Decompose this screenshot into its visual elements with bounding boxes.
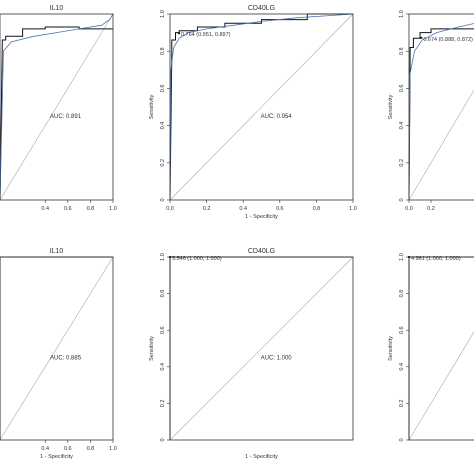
y-tick-label: 0.4	[160, 122, 166, 130]
auc-label: AUC: 0.885	[50, 355, 82, 361]
x-tick-label: 0.8	[87, 206, 95, 212]
reference-diagonal	[169, 13, 354, 201]
smoothed-roc-curve	[169, 13, 354, 201]
y-tick-label: 0.6	[399, 326, 405, 334]
threshold-annotation: 0.674 (0.888, 0.872)	[423, 37, 473, 43]
roc-panel: CD40LG 0.0 0.2 0.4 0.6 0.8 1.0 0 0.2 0.4 0.6 0.8 1.0…	[149, 5, 357, 220]
x-tick-label: 1.0	[109, 446, 117, 452]
y-axis-label: Sensitivity	[388, 94, 394, 119]
x-tick-label: 0.8	[313, 206, 321, 212]
y-axis-label: Sensitivity	[149, 336, 155, 361]
y-tick-label: 0	[160, 438, 166, 441]
y-tick-label: 0.4	[399, 363, 405, 371]
plot-frame	[0, 256, 114, 441]
x-axis-label: 1 - Specificity	[245, 214, 278, 220]
x-tick-label: 0.4	[41, 446, 49, 452]
x-tick-label: 0.4	[41, 206, 49, 212]
x-axis-label: 1 - Specificity	[245, 454, 278, 460]
x-tick-label: 0.8	[87, 446, 95, 452]
y-tick-label: 1.0	[160, 253, 166, 261]
x-tick-label: 0.0	[166, 206, 174, 212]
y-tick-label: 0.6	[399, 85, 405, 93]
reference-diagonal	[408, 89, 474, 201]
reference-diagonal	[408, 331, 474, 441]
y-tick-label: 0.4	[160, 363, 166, 371]
threshold-point	[407, 255, 411, 259]
roc-panel: IL10 0.4 0.6 0.8 1.0 AUC: 0.891	[0, 5, 117, 212]
y-tick-label: 0.2	[399, 159, 405, 167]
panel-title: IL10	[50, 5, 64, 12]
threshold-point	[420, 36, 423, 39]
y-tick-label: 0.2	[160, 159, 166, 167]
y-tick-label: 0.4	[399, 122, 405, 130]
smoothed-roc-curve	[0, 13, 114, 201]
y-tick-label: 1.0	[399, 10, 405, 18]
reference-diagonal	[169, 256, 354, 441]
roc-curve	[408, 28, 474, 201]
panel-title: CD40LG	[248, 248, 275, 255]
y-tick-label: 0.2	[160, 400, 166, 408]
y-tick-label: 0.6	[160, 85, 166, 93]
roc-panel: IL10 0.4 0.6 0.8 1.0 1 - Specificity AUC: 0.88…	[0, 248, 117, 460]
threshold-point	[177, 32, 181, 35]
y-tick-label: 0.8	[399, 290, 405, 298]
x-tick-label: 0.6	[64, 206, 72, 212]
roc-panel: CD40LG 0 0.2 0.4 0.6 0.8 1.0 1 - Specificity Sen…	[149, 248, 354, 460]
plot-frame	[408, 13, 474, 201]
roc-panel: 0 0.2 0.4 0.6 0.8 1.0 Sensitivity 4.961 (1.000,…	[388, 253, 474, 442]
y-tick-label: 0.8	[160, 47, 166, 55]
x-tick-label: 0.6	[276, 206, 284, 212]
auc-label: AUC: 0.954	[261, 114, 293, 120]
roc-curve	[0, 26, 113, 201]
x-tick-label: 0.6	[64, 446, 72, 452]
y-tick-label: 0.8	[399, 47, 405, 55]
smoothed-roc-curve	[408, 23, 474, 201]
y-tick-label: 0.2	[399, 400, 405, 408]
threshold-annotation: 0.764 (0.951, 0.897)	[181, 32, 231, 38]
y-tick-label: 0	[399, 438, 405, 441]
roc-curve	[169, 13, 353, 201]
x-tick-label: 1.0	[349, 206, 357, 212]
plot-frame	[169, 256, 354, 441]
threshold-annotation: 4.961 (1.000, 1.000)	[411, 256, 461, 262]
x-tick-label: 0.0	[405, 206, 413, 212]
y-tick-label: 0	[160, 198, 166, 201]
panel-title: IL10	[50, 248, 64, 255]
auc-label: AUC: 1.000	[261, 355, 293, 361]
plot-frame	[408, 256, 474, 441]
threshold-annotation: 5.546 (1.000, 1.000)	[172, 256, 222, 262]
y-tick-label: 0.6	[160, 326, 166, 334]
y-tick-label: 0.8	[160, 290, 166, 298]
y-axis-label: Sensitivity	[149, 94, 155, 119]
roc-panel: 0.0 0.2 0 0.2 0.4 0.6 0.8 1.0 Sensitivity 0.674 (…	[388, 10, 474, 212]
y-axis-label: Sensitivity	[388, 336, 394, 361]
threshold-point	[168, 255, 172, 259]
auc-label: AUC: 0.891	[50, 114, 82, 120]
plot-frame	[169, 13, 354, 201]
x-tick-label: 0.2	[203, 206, 211, 212]
x-tick-label: 0.4	[239, 206, 247, 212]
y-tick-label: 1.0	[160, 10, 166, 18]
x-axis-label: 1 - Specificity	[40, 454, 73, 460]
x-tick-label: 0.2	[427, 206, 435, 212]
y-tick-label: 1.0	[399, 253, 405, 261]
x-tick-label: 1.0	[109, 206, 117, 212]
reference-diagonal	[0, 256, 114, 441]
plot-frame	[0, 13, 114, 201]
reference-diagonal	[0, 13, 114, 201]
panel-title: CD40LG	[248, 5, 275, 12]
y-tick-label: 0	[399, 198, 405, 201]
